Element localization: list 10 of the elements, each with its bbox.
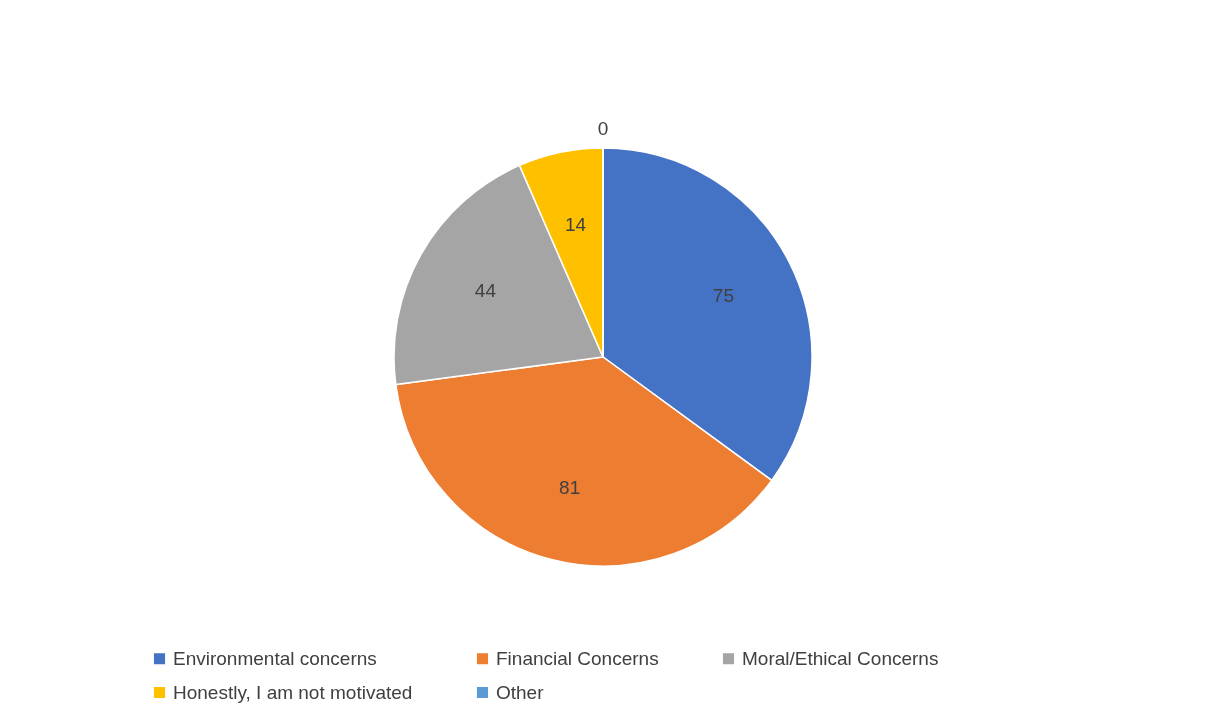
data-label: 14 <box>564 213 587 235</box>
legend-label: Moral/Ethical Concerns <box>742 647 939 669</box>
legend-label: Financial Concerns <box>496 647 659 669</box>
legend-label: Honestly, I am not motivated <box>173 681 413 703</box>
data-label: 81 <box>559 476 581 498</box>
data-label: 44 <box>474 279 497 301</box>
data-label: 75 <box>712 284 734 306</box>
legend-label: Other <box>496 681 545 703</box>
legend-label: Environmental concerns <box>173 647 377 669</box>
text: 0 <box>597 118 609 139</box>
